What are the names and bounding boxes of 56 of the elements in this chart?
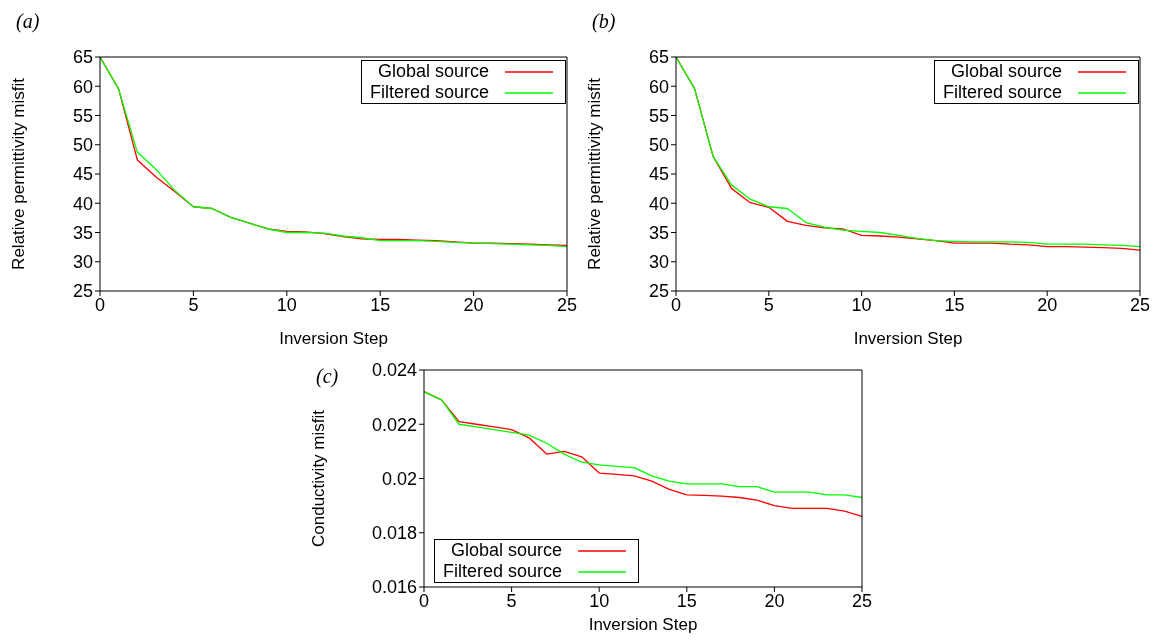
x-tick-label: 25 bbox=[1129, 294, 1151, 315]
x-tick-label: 10 bbox=[589, 590, 610, 611]
x-tick-label: 20 bbox=[1037, 294, 1058, 315]
x-tick-label: 10 bbox=[276, 294, 297, 315]
x-tick-label: 0 bbox=[94, 294, 106, 315]
y-tick-label: 0.018 bbox=[371, 523, 417, 544]
y-axis-title: Relative permittivity misfit bbox=[9, 77, 29, 270]
x-axis-title: Inversion Step bbox=[588, 615, 698, 634]
x-tick-label: 5 bbox=[763, 294, 774, 315]
y-tick-label: 55 bbox=[648, 105, 669, 126]
x-axis-title: Inversion Step bbox=[853, 329, 963, 348]
y-tick-label: 45 bbox=[648, 164, 669, 185]
y-tick-label: 0.024 bbox=[371, 360, 417, 381]
y-tick-label: 25 bbox=[72, 281, 93, 302]
x-tick-label: 5 bbox=[506, 590, 517, 611]
y-axis-title: Relative permittivity misfit bbox=[585, 77, 605, 270]
legend-label: Global source bbox=[377, 61, 489, 82]
legend-label: Global source bbox=[451, 540, 563, 561]
x-axis-title: Inversion Step bbox=[279, 329, 388, 348]
y-tick-label: 35 bbox=[72, 222, 93, 243]
y-tick-label: 30 bbox=[72, 252, 93, 273]
x-tick-label: 15 bbox=[676, 590, 697, 611]
x-tick-label: 15 bbox=[944, 294, 965, 315]
legend-label: Filtered source bbox=[443, 561, 563, 582]
chart-title: (b) bbox=[592, 10, 616, 33]
x-tick-label: 10 bbox=[851, 294, 872, 315]
legend-label: Filtered source bbox=[942, 82, 1062, 103]
y-tick-label: 40 bbox=[72, 193, 93, 214]
y-tick-label: 40 bbox=[648, 193, 669, 214]
y-tick-label: 50 bbox=[72, 135, 93, 156]
x-tick-label: 15 bbox=[370, 294, 391, 315]
x-tick-label: 20 bbox=[764, 590, 785, 611]
y-tick-label: 50 bbox=[648, 135, 669, 156]
y-tick-label: 30 bbox=[648, 252, 669, 273]
x-tick-label: 25 bbox=[851, 590, 873, 611]
y-tick-label: 45 bbox=[72, 164, 93, 185]
legend-label: Filtered source bbox=[369, 82, 489, 103]
y-tick-label: 55 bbox=[72, 105, 93, 126]
y-tick-label: 0.022 bbox=[371, 414, 417, 435]
y-tick-label: 25 bbox=[648, 281, 669, 302]
y-tick-label: 0.016 bbox=[371, 577, 417, 598]
y-tick-label: 35 bbox=[648, 222, 669, 243]
y-tick-label: 0.02 bbox=[381, 468, 417, 489]
x-tick-label: 20 bbox=[463, 294, 484, 315]
y-tick-label: 60 bbox=[72, 76, 93, 97]
y-tick-label: 65 bbox=[72, 47, 93, 68]
chart-title: (c) bbox=[316, 365, 339, 388]
x-tick-label: 0 bbox=[418, 590, 430, 611]
x-tick-label: 25 bbox=[556, 294, 578, 315]
legend-label: Global source bbox=[950, 61, 1062, 82]
y-tick-label: 65 bbox=[648, 47, 669, 68]
chart-title: (a) bbox=[16, 10, 40, 33]
y-tick-label: 60 bbox=[648, 76, 669, 97]
x-tick-label: 0 bbox=[670, 294, 682, 315]
y-axis-title: Conductivity misfit bbox=[309, 409, 329, 547]
x-tick-label: 5 bbox=[188, 294, 199, 315]
